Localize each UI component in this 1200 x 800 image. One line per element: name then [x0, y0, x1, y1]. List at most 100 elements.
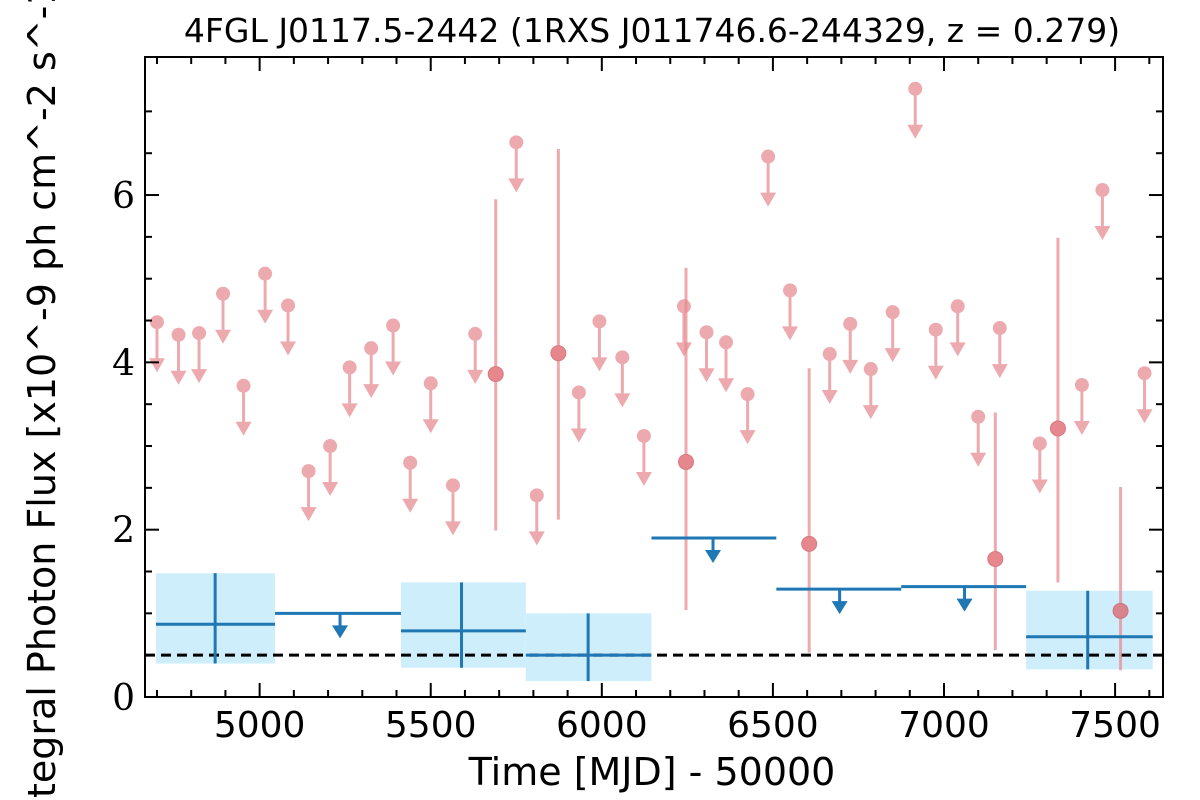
upper-limit-marker	[258, 266, 273, 281]
upper-limit-arrowhead	[739, 430, 756, 445]
binned-upper-limit	[776, 587, 902, 615]
binned-detection	[525, 613, 652, 682]
upper-limit-point	[884, 305, 901, 363]
upper-limit-point	[1094, 183, 1111, 241]
binned-upper-limit	[275, 611, 401, 639]
detection-point	[487, 199, 504, 531]
upper-limit-arrowhead	[528, 531, 545, 546]
binned-upper-limit-arrowhead	[705, 550, 722, 564]
upper-limit-arrowhead	[300, 507, 317, 522]
upper-limit-marker	[571, 385, 586, 400]
upper-limit-point	[675, 299, 692, 357]
upper-limit-point	[907, 81, 924, 139]
binned-error-band	[1026, 590, 1153, 670]
upper-limit-marker	[740, 387, 755, 402]
upper-limit-marker	[592, 314, 607, 329]
upper-limit-point	[467, 326, 484, 384]
upper-limit-marker	[615, 350, 630, 365]
upper-limit-point	[718, 335, 735, 393]
upper-limit-marker	[950, 299, 965, 314]
upper-limit-marker	[149, 315, 164, 330]
y-tick-label: 2	[112, 511, 135, 552]
detection-marker	[987, 550, 1004, 567]
upper-limit-arrowhead	[402, 498, 419, 513]
upper-limit-arrowhead	[280, 341, 297, 356]
upper-limit-marker	[822, 346, 837, 361]
upper-limit-marker	[364, 341, 379, 356]
upper-limit-arrowhead	[508, 178, 525, 193]
bin-bands-layer	[155, 573, 1153, 682]
upper-limit-marker	[236, 378, 251, 393]
upper-limit-arrowhead	[884, 348, 901, 363]
upper-limit-point	[363, 341, 380, 399]
upper-limit-point	[698, 325, 715, 383]
upper-limit-marker	[281, 298, 296, 313]
axis-ticks-layer: 5000 5500 6000 6500 7000 7500 0 2 4 6	[112, 57, 1163, 746]
upper-limit-arrowhead	[148, 358, 165, 373]
upper-limit-marker	[636, 428, 651, 443]
upper-limit-arrowhead	[341, 403, 358, 418]
binned-upper-limit-arrowhead	[956, 598, 973, 612]
detection-point	[801, 368, 818, 653]
upper-limit-point	[215, 286, 232, 344]
upper-limit-arrowhead	[949, 342, 966, 357]
upper-limit-point	[635, 428, 652, 486]
upper-limit-point	[949, 299, 966, 357]
upper-limit-arrowhead	[862, 405, 879, 420]
upper-limit-point	[1073, 377, 1090, 435]
upper-limit-marker	[423, 376, 438, 391]
upper-limit-point	[842, 316, 859, 374]
plot-frame-layer	[144, 56, 1164, 698]
upper-limit-marker	[403, 455, 418, 470]
binned-detection	[400, 582, 526, 668]
y-tick-label: 0	[112, 678, 135, 719]
upper-limit-arrowhead	[821, 390, 838, 405]
upper-limit-marker	[323, 439, 338, 454]
x-tick-label: 5000	[214, 705, 306, 746]
upper-limit-point	[1136, 366, 1153, 424]
upper-limit-marker	[301, 464, 316, 479]
upper-limit-marker	[719, 335, 734, 350]
binned-upper-limit	[901, 585, 1027, 612]
upper-limit-point	[739, 387, 756, 445]
upper-limit-point	[422, 376, 439, 434]
x-tick-label: 5500	[385, 705, 477, 746]
upper-limit-marker	[885, 305, 900, 320]
upper-limit-point	[191, 326, 208, 384]
upper-limit-marker	[992, 321, 1007, 336]
upper-limit-marker	[468, 326, 483, 341]
upper-limit-arrowhead	[970, 452, 987, 467]
upper-limit-arrowhead	[1136, 409, 1153, 424]
upper-limit-marker	[843, 316, 858, 331]
detection-marker	[550, 345, 567, 362]
binned-error-band	[400, 582, 526, 668]
y-axis-label: Integral Photon Flux [x10^-9 ph cm^-2 s^…	[20, 0, 64, 800]
upper-limit-arrowhead	[467, 369, 484, 384]
upper-limit-arrowhead	[570, 428, 587, 443]
upper-limit-arrowhead	[907, 124, 924, 139]
upper-limit-point	[970, 409, 987, 467]
upper-limit-marker	[1032, 436, 1047, 451]
upper-limit-arrowhead	[782, 326, 799, 341]
upper-limit-point	[782, 283, 799, 341]
binned-series-layer	[155, 536, 1153, 682]
upper-limit-marker	[171, 327, 186, 342]
upper-limit-marker	[928, 322, 943, 337]
upper-limit-arrowhead	[760, 192, 777, 207]
upper-limit-point	[148, 315, 165, 373]
x-tick-label: 6500	[727, 705, 819, 746]
upper-limit-arrowhead	[1094, 226, 1111, 241]
detection-marker	[677, 453, 694, 470]
upper-limit-arrowhead	[385, 361, 402, 376]
upper-limit-arrowhead	[1031, 479, 1048, 494]
upper-limit-arrowhead	[675, 342, 692, 357]
upper-limit-point	[322, 439, 339, 497]
detection-point	[987, 412, 1004, 651]
upper-limit-point	[235, 378, 252, 436]
y-tick-label: 6	[112, 176, 135, 217]
detection-point	[550, 149, 567, 520]
plot-frame	[144, 56, 1164, 698]
binned-upper-limit-arrowhead	[332, 625, 349, 639]
x-axis-label: Time [MJD] - 50000	[468, 750, 836, 794]
